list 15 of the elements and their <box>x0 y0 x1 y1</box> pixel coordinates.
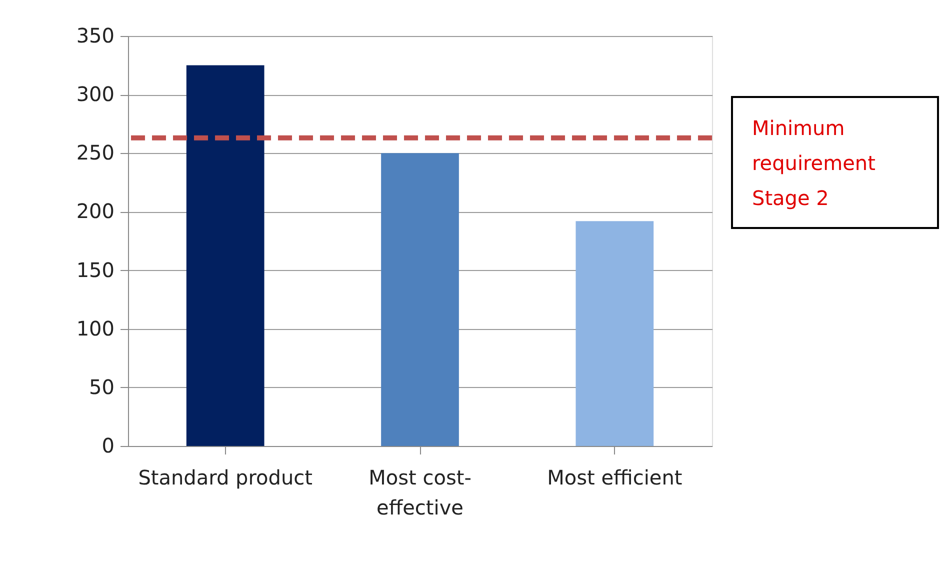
x-tick-label: Standard product <box>138 466 313 490</box>
bar <box>186 65 264 446</box>
bar <box>381 153 459 446</box>
y-tick-label: 200 <box>76 199 114 224</box>
y-tick-label: 250 <box>76 140 114 165</box>
y-tick-label: 150 <box>76 258 114 282</box>
y-tick-label: 350 <box>76 24 114 48</box>
x-tick-label: Most efficient <box>547 466 682 490</box>
y-tick-label: 0 <box>102 434 114 458</box>
x-tick-label: Most cost-effective <box>368 466 472 520</box>
y-tick-label: 300 <box>76 82 114 106</box>
ref-line-label: Minimum requirement Stage 2 <box>752 116 876 210</box>
y-tick-label: 50 <box>89 374 114 399</box>
y-tick-label: 100 <box>76 316 114 340</box>
bar <box>576 221 654 446</box>
